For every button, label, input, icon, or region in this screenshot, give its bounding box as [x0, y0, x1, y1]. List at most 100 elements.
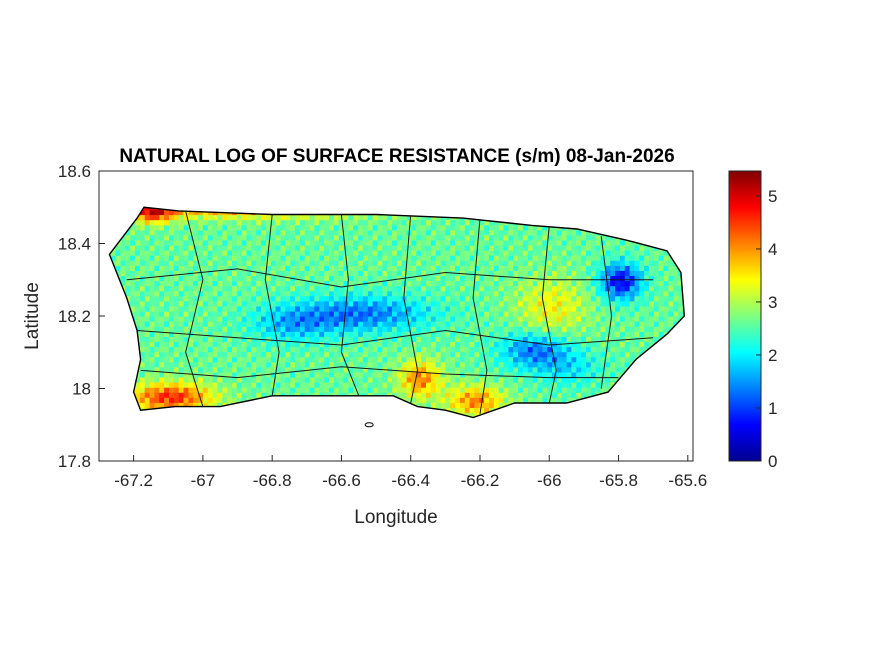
field-cell	[503, 382, 509, 388]
field-cell	[290, 229, 296, 236]
field-cell	[382, 239, 388, 246]
field-cell	[319, 245, 325, 251]
field-cell	[571, 295, 577, 302]
field-cell	[479, 295, 485, 302]
field-cell	[595, 305, 602, 312]
field-cell	[644, 300, 650, 307]
field-cell	[295, 234, 301, 241]
field-cell	[299, 250, 306, 256]
field-cell	[256, 234, 262, 241]
field-cell	[421, 402, 427, 408]
field-cell	[193, 366, 199, 373]
field-cell	[256, 214, 262, 221]
field-cell	[440, 371, 446, 378]
field-cell	[440, 275, 446, 282]
field-cell	[527, 346, 534, 353]
field-cell	[227, 326, 233, 332]
field-cell	[324, 290, 330, 297]
field-cell	[227, 392, 233, 398]
field-cell	[212, 285, 218, 292]
field-cell	[353, 376, 359, 383]
field-cell	[135, 234, 141, 241]
field-cell	[576, 316, 582, 322]
field-cell	[527, 270, 534, 276]
field-cell	[610, 295, 616, 302]
field-cell	[198, 300, 204, 307]
field-cell	[169, 366, 175, 373]
field-cell	[406, 255, 412, 261]
field-cell	[275, 361, 281, 368]
field-cell	[193, 376, 199, 383]
field-cell	[508, 224, 514, 231]
field-cell	[532, 397, 538, 403]
field-cell	[455, 300, 461, 307]
field-cell	[586, 265, 592, 271]
field-cell	[353, 285, 359, 292]
field-cell	[619, 316, 626, 322]
field-cell	[450, 224, 456, 231]
field-cell	[178, 376, 185, 383]
field-cell	[653, 280, 660, 287]
field-cell	[285, 295, 291, 302]
field-cell	[270, 346, 277, 353]
field-cell	[503, 239, 509, 246]
field-cell	[246, 270, 252, 276]
field-cell	[324, 346, 330, 353]
field-cell	[595, 366, 602, 373]
field-cell	[615, 260, 621, 266]
field-cell	[251, 310, 257, 317]
field-cell	[304, 371, 311, 378]
field-cell	[474, 382, 480, 388]
field-cell	[484, 275, 490, 282]
field-cell	[489, 331, 495, 337]
field-cell	[430, 366, 437, 373]
field-cell	[198, 321, 204, 327]
field-cell	[489, 260, 495, 266]
field-cell	[377, 387, 383, 393]
field-cell	[367, 300, 374, 307]
field-cell	[489, 361, 495, 368]
field-cell	[236, 392, 243, 398]
field-cell	[430, 239, 437, 246]
field-cell	[173, 245, 180, 251]
field-cell	[484, 326, 490, 332]
field-cell	[547, 265, 553, 271]
field-cell	[484, 382, 490, 388]
field-cell	[435, 321, 442, 327]
field-cell	[198, 260, 204, 266]
field-cell	[498, 316, 505, 322]
field-cell	[469, 412, 475, 418]
field-cell	[508, 239, 514, 246]
field-cell	[154, 239, 160, 246]
field-cell	[537, 300, 543, 307]
field-cell	[411, 255, 417, 261]
field-cell	[280, 280, 286, 287]
field-cell	[566, 326, 572, 332]
field-cell	[285, 224, 291, 231]
field-cell	[508, 280, 514, 287]
field-cell	[319, 219, 325, 226]
field-cell	[217, 371, 223, 378]
field-cell	[522, 331, 529, 337]
field-cell	[251, 382, 257, 388]
field-cell	[634, 290, 640, 297]
field-cell	[406, 285, 412, 292]
field-cell	[304, 376, 311, 383]
field-cell	[396, 316, 403, 322]
field-cell	[595, 295, 602, 302]
field-cell	[227, 219, 233, 226]
field-cell	[479, 346, 485, 353]
field-cell	[552, 336, 558, 342]
field-cell	[518, 331, 524, 337]
field-cell	[358, 321, 364, 327]
field-cell	[508, 366, 514, 373]
field-cell	[556, 326, 563, 332]
field-cell	[411, 219, 417, 226]
field-cell	[586, 245, 592, 251]
field-cell	[576, 234, 582, 241]
field-cell	[566, 290, 572, 297]
field-cell	[489, 321, 495, 327]
field-cell	[406, 366, 412, 373]
field-cell	[634, 341, 640, 348]
field-cell	[464, 229, 471, 236]
